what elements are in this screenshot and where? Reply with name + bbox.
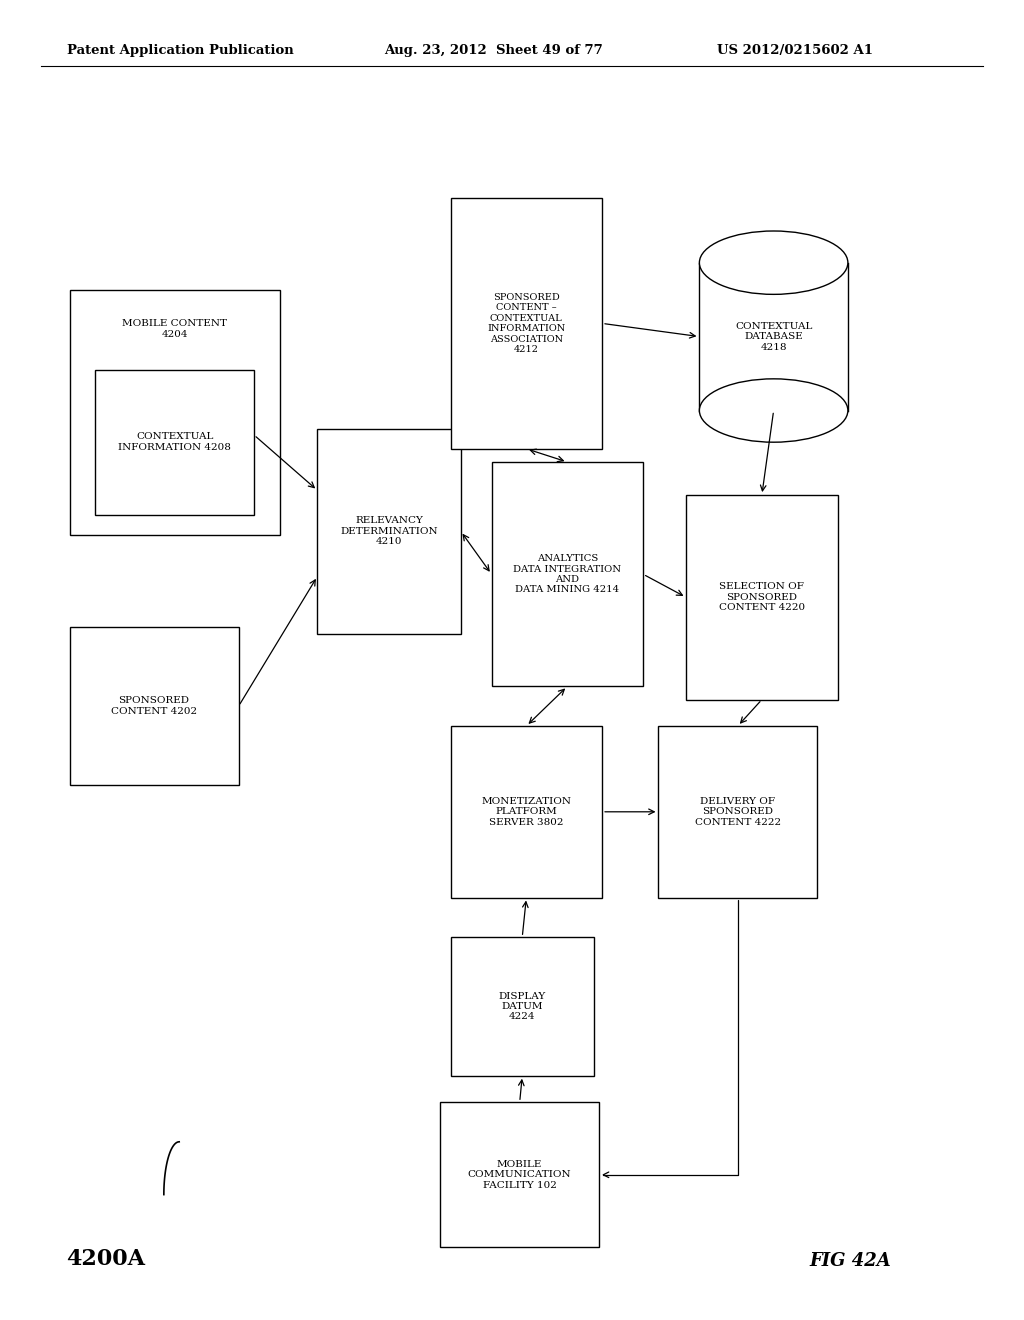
Text: MONETIZATION
PLATFORM
SERVER 3802: MONETIZATION PLATFORM SERVER 3802 xyxy=(481,797,571,826)
Bar xyxy=(492,462,643,686)
Text: CONTEXTUAL
INFORMATION 4208: CONTEXTUAL INFORMATION 4208 xyxy=(118,433,231,451)
Bar xyxy=(317,429,461,634)
Bar xyxy=(686,495,838,700)
Text: Patent Application Publication: Patent Application Publication xyxy=(67,44,293,57)
Bar xyxy=(70,290,280,535)
Bar xyxy=(658,726,817,898)
Text: MOBILE
COMMUNICATION
FACILITY 102: MOBILE COMMUNICATION FACILITY 102 xyxy=(468,1160,571,1189)
Bar xyxy=(70,627,239,785)
Bar xyxy=(451,726,602,898)
Text: SPONSORED
CONTENT 4202: SPONSORED CONTENT 4202 xyxy=(111,697,198,715)
Text: SELECTION OF
SPONSORED
CONTENT 4220: SELECTION OF SPONSORED CONTENT 4220 xyxy=(719,582,805,612)
Text: CONTEXTUAL
DATABASE
4218: CONTEXTUAL DATABASE 4218 xyxy=(735,322,812,351)
Text: FIG 42A: FIG 42A xyxy=(809,1251,891,1270)
Text: ANALYTICS
DATA INTEGRATION
AND
DATA MINING 4214: ANALYTICS DATA INTEGRATION AND DATA MINI… xyxy=(513,554,622,594)
Text: DELIVERY OF
SPONSORED
CONTENT 4222: DELIVERY OF SPONSORED CONTENT 4222 xyxy=(694,797,781,826)
Text: SPONSORED
CONTENT –
CONTEXTUAL
INFORMATION
ASSOCIATION
4212: SPONSORED CONTENT – CONTEXTUAL INFORMATI… xyxy=(487,293,565,354)
Ellipse shape xyxy=(699,379,848,442)
Text: MOBILE CONTENT
4204: MOBILE CONTENT 4204 xyxy=(122,319,227,339)
Text: Aug. 23, 2012  Sheet 49 of 77: Aug. 23, 2012 Sheet 49 of 77 xyxy=(384,44,603,57)
Text: US 2012/0215602 A1: US 2012/0215602 A1 xyxy=(717,44,872,57)
Text: 4200A: 4200A xyxy=(67,1247,145,1270)
Ellipse shape xyxy=(699,231,848,294)
Text: RELEVANCY
DETERMINATION
4210: RELEVANCY DETERMINATION 4210 xyxy=(340,516,438,546)
Bar xyxy=(440,1102,599,1247)
Bar xyxy=(699,263,848,411)
Bar xyxy=(451,937,594,1076)
Bar xyxy=(95,370,254,515)
Text: DISPLAY
DATUM
4224: DISPLAY DATUM 4224 xyxy=(499,991,546,1022)
Bar xyxy=(451,198,602,449)
